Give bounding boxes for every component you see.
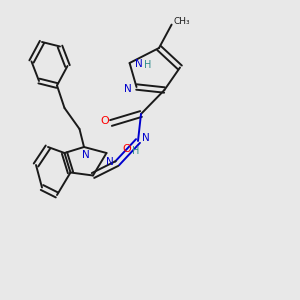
Text: N: N — [82, 149, 89, 160]
Text: N: N — [106, 157, 113, 167]
Text: CH₃: CH₃ — [174, 16, 190, 26]
Text: H: H — [144, 60, 151, 70]
Text: N: N — [124, 83, 132, 94]
Text: N: N — [142, 133, 149, 143]
Text: N: N — [135, 58, 142, 69]
Text: H: H — [132, 146, 140, 157]
Text: O: O — [122, 143, 131, 154]
Text: O: O — [100, 116, 109, 127]
